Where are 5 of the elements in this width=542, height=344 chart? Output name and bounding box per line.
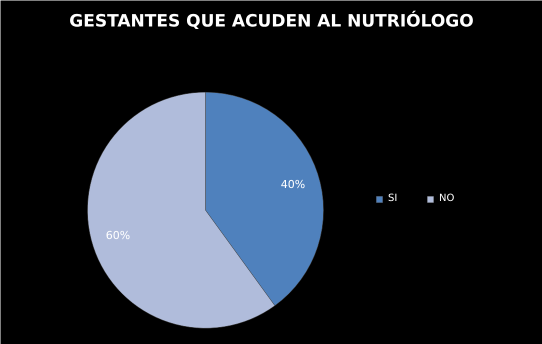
data-label: 60% xyxy=(106,229,130,242)
chart-title: GESTANTES QUE ACUDEN AL NUTRIÓLOGO xyxy=(69,10,474,32)
data-label: 40% xyxy=(280,178,306,192)
legend-label: SI xyxy=(388,193,398,204)
legend-label: NO xyxy=(439,193,456,204)
